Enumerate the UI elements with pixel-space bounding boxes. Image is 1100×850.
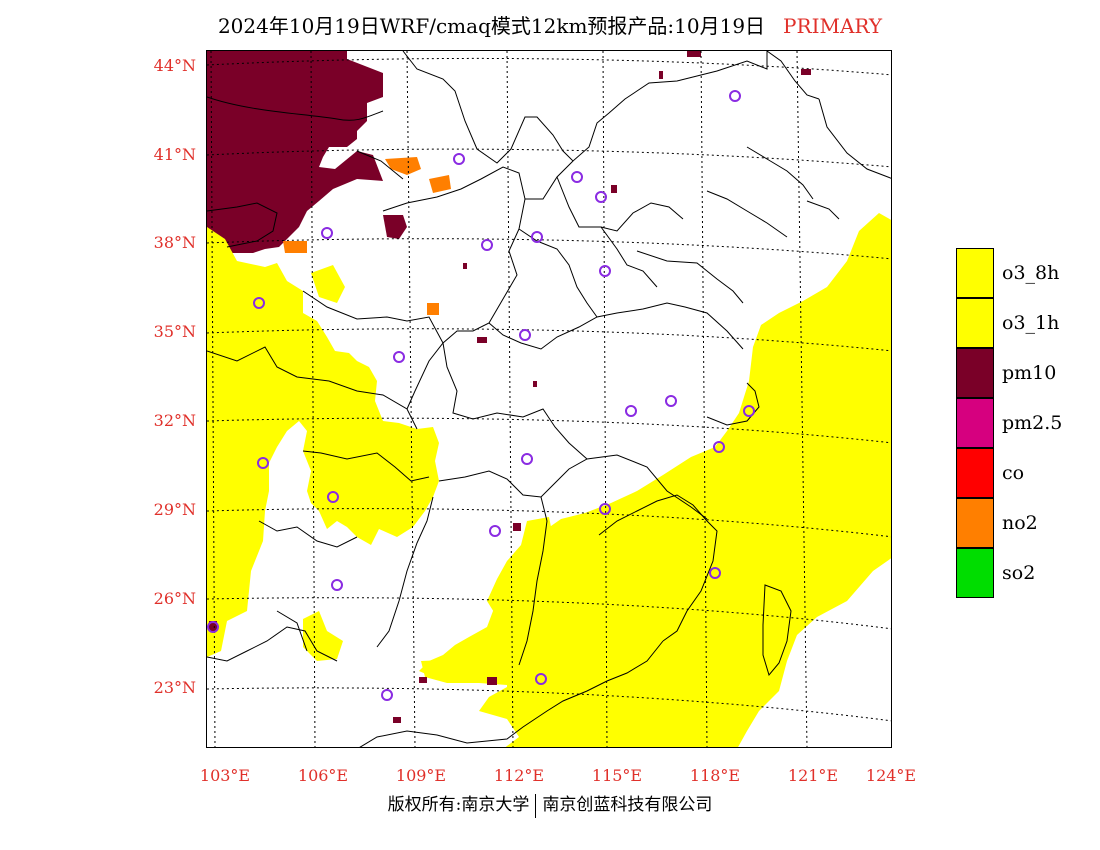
station-marker	[253, 297, 265, 309]
station-marker	[331, 579, 343, 591]
lon-label: 103°E	[199, 766, 251, 785]
station-marker	[595, 191, 607, 203]
station-marker	[713, 441, 725, 453]
lat-label: 41°N	[153, 145, 196, 164]
forecast-map	[206, 50, 892, 748]
lon-label: 124°E	[865, 766, 917, 785]
legend-label: o3_8h	[1002, 262, 1060, 284]
station-marker	[257, 457, 269, 469]
o3-patch	[303, 611, 343, 661]
legend-swatch	[956, 348, 994, 398]
station-marker	[489, 525, 501, 537]
copyright-left: 版权所有:南京大学	[387, 795, 530, 815]
title-main: 2024年10月19日WRF/cmaq模式12km预报产品:10月19日	[217, 14, 766, 38]
station-marker	[519, 329, 531, 341]
lon-label: 106°E	[297, 766, 349, 785]
no2-patch	[427, 303, 439, 315]
station-marker	[571, 171, 583, 183]
station-marker	[535, 673, 547, 685]
pm10-patch	[383, 215, 407, 239]
map-canvas	[207, 51, 891, 747]
o3-patch	[697, 641, 773, 741]
station-marker	[453, 153, 465, 165]
legend-label: o3_1h	[1002, 312, 1060, 334]
legend-label: so2	[1002, 562, 1036, 584]
o3-region-west	[207, 227, 439, 657]
legend-swatch	[956, 548, 994, 598]
o3-patch	[311, 265, 345, 303]
legend-label: no2	[1002, 512, 1038, 534]
station-marker	[599, 503, 611, 515]
station-marker	[709, 567, 721, 579]
pm10-region-northwest	[207, 51, 383, 253]
legend-label: co	[1002, 462, 1025, 484]
pm10-specks	[209, 51, 811, 723]
station-markers	[207, 90, 755, 701]
station-marker	[665, 395, 677, 407]
legend-swatch	[956, 248, 994, 298]
lon-label: 109°E	[395, 766, 447, 785]
copyright-footer: 版权所有:南京大学 南京创蓝科技有限公司	[0, 790, 1100, 818]
lat-label: 38°N	[153, 233, 196, 252]
legend-swatch	[956, 298, 994, 348]
station-marker	[625, 405, 637, 417]
o3-region-southeast	[419, 213, 891, 747]
legend-label: pm10	[1002, 362, 1057, 384]
station-marker	[327, 491, 339, 503]
station-marker	[729, 90, 741, 102]
lat-label: 29°N	[153, 500, 196, 519]
map-title: 2024年10月19日WRF/cmaq模式12km预报产品:10月19日 PRIM…	[0, 10, 1100, 39]
station-marker	[599, 265, 611, 277]
legend-label: pm2.5	[1002, 412, 1063, 434]
station-marker	[531, 231, 543, 243]
lon-label: 115°E	[591, 766, 643, 785]
footer-divider	[535, 793, 537, 818]
no2-patch	[385, 157, 421, 175]
station-marker	[393, 351, 405, 363]
station-marker	[481, 239, 493, 251]
station-marker	[743, 405, 755, 417]
lat-label: 23°N	[153, 678, 196, 697]
lon-label: 121°E	[787, 766, 839, 785]
o3-patch	[487, 517, 553, 617]
title-tag: PRIMARY	[783, 14, 883, 38]
lat-label: 44°N	[153, 56, 196, 75]
station-marker	[381, 689, 393, 701]
station-marker	[207, 621, 219, 633]
no2-patch	[283, 241, 307, 253]
station-marker	[321, 227, 333, 239]
lat-label: 32°N	[153, 411, 196, 430]
no2-patch	[429, 175, 451, 193]
copyright-right: 南京创蓝科技有限公司	[542, 795, 713, 815]
lon-label: 112°E	[493, 766, 545, 785]
legend-swatch	[956, 498, 994, 548]
legend-swatch	[956, 448, 994, 498]
station-marker	[521, 453, 533, 465]
lat-label: 35°N	[153, 322, 196, 341]
graticule	[207, 51, 891, 747]
legend-swatch	[956, 398, 994, 448]
lon-label: 118°E	[689, 766, 741, 785]
lat-label: 26°N	[153, 589, 196, 608]
